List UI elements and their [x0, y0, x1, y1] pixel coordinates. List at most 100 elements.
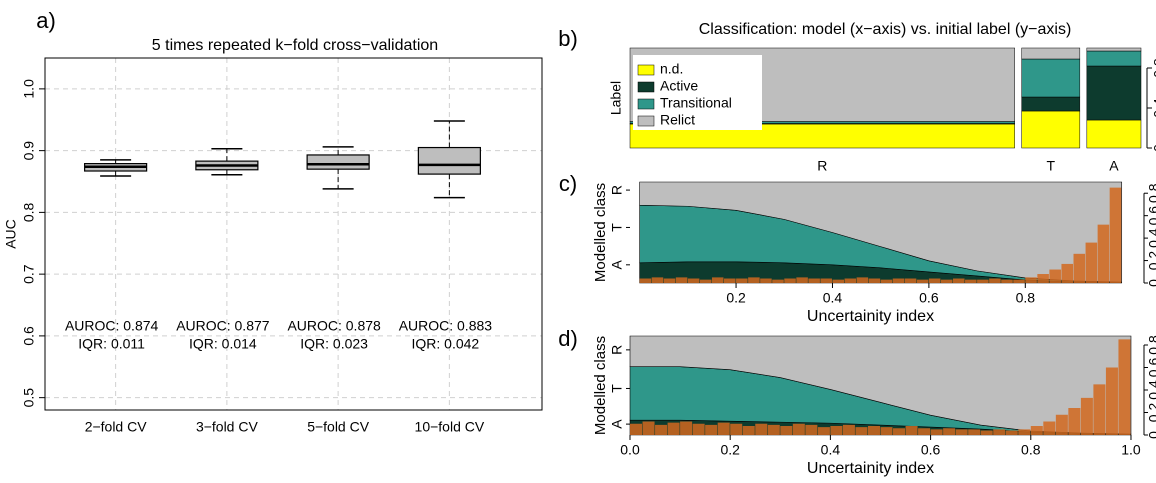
x-tick-label: 0.0: [620, 442, 640, 458]
mosaic-tile: [1021, 58, 1081, 98]
x-tick-label: 2−fold CV: [85, 419, 148, 435]
histogram-bar: [928, 278, 941, 283]
legend-label: Active: [660, 78, 698, 94]
histogram-bar: [1109, 187, 1122, 283]
y2-tick-label: 0.8: [1146, 183, 1156, 203]
histogram-bar: [805, 424, 818, 435]
mosaic-tile: [1086, 50, 1142, 67]
histogram-bar: [655, 424, 668, 435]
histogram-bar: [855, 427, 868, 435]
y-tick-label: 0: [1151, 144, 1156, 152]
histogram-bar: [717, 422, 730, 435]
legend-box: [633, 55, 762, 130]
histogram-bar: [832, 279, 845, 283]
x-tick-label: 0.4: [821, 442, 841, 458]
annotation: AUROC: 0.878: [287, 318, 381, 334]
histogram-bar: [880, 427, 893, 435]
y-tick-label: 0.9: [21, 141, 37, 161]
histogram-bar: [630, 423, 643, 435]
x-tick-label: 0.8: [1021, 442, 1041, 458]
x-tick-label: 3−fold CV: [196, 419, 259, 435]
histogram-bar: [767, 424, 780, 435]
histogram-bar: [651, 277, 664, 283]
panel-label: c): [559, 171, 577, 196]
histogram-bar: [780, 426, 793, 435]
legend-label: Transitional: [660, 95, 732, 111]
histogram-bar: [980, 430, 993, 435]
annotation: IQR: 0.014: [189, 336, 257, 352]
x-tick-label: T: [1046, 158, 1055, 174]
histogram-bar: [844, 278, 857, 283]
histogram-bar: [1118, 339, 1131, 435]
histogram-bar: [642, 421, 655, 435]
histogram-bar: [1105, 367, 1118, 435]
histogram-bar: [842, 424, 855, 435]
histogram-bar: [711, 277, 724, 283]
x-tick-label: 1.0: [1121, 442, 1141, 458]
legend-swatch: [637, 98, 655, 110]
x-tick-label: 5−fold CV: [307, 419, 370, 435]
histogram-bar: [1001, 279, 1013, 283]
x-tick-label: 0.6: [919, 290, 939, 306]
legend-swatch: [637, 115, 655, 127]
histogram-bar: [680, 421, 693, 435]
plot-frame: [44, 57, 543, 411]
histogram-bar: [639, 278, 652, 283]
annotation: AUROC: 0.877: [176, 318, 270, 334]
y2-tick-label: 0.8: [1146, 335, 1156, 355]
x-tick-label: R: [817, 158, 827, 174]
x-axis-label: Uncertainity index: [807, 460, 934, 477]
histogram-bar: [867, 426, 880, 435]
histogram-bar: [830, 426, 843, 435]
y2-tick-label: 0.6: [1146, 358, 1156, 378]
histogram-bar: [736, 278, 748, 283]
histogram-bar: [663, 278, 676, 283]
histogram-bar: [796, 277, 808, 283]
y-tick-label: A: [609, 259, 625, 269]
y-tick-label: T: [609, 384, 625, 393]
histogram-bar: [724, 278, 736, 283]
histogram-bar: [904, 278, 917, 283]
histogram-bar: [955, 429, 968, 435]
legend-swatch: [637, 81, 655, 93]
y2-tick-label: 0.4: [1146, 228, 1156, 248]
histogram-bar: [792, 423, 805, 435]
mosaic-tile: [1086, 65, 1142, 121]
y-tick-label: 0.4: [1151, 98, 1156, 118]
annotation: IQR: 0.023: [300, 336, 368, 352]
legend-swatch: [637, 64, 655, 76]
histogram-bar: [940, 279, 953, 283]
y-tick-label: 1.0: [21, 79, 37, 99]
histogram-bar: [930, 429, 943, 435]
box: [417, 146, 481, 175]
y2-tick-label: 0.4: [1146, 380, 1156, 400]
histogram-bar: [699, 279, 712, 283]
histogram-bar: [868, 278, 881, 283]
histogram-bar: [1068, 408, 1081, 435]
chart-title: Classification: model (x−axis) vs. initi…: [699, 21, 1072, 38]
histogram-bar: [1013, 279, 1025, 283]
panel-label: b): [558, 26, 578, 51]
annotation: IQR: 0.011: [78, 336, 145, 352]
histogram-bar: [820, 278, 832, 283]
histogram-bar: [675, 277, 688, 283]
histogram-bar: [808, 278, 820, 283]
histogram-bar: [1037, 274, 1049, 283]
x-axis-label: Uncertainity index: [807, 308, 934, 325]
histogram-bar: [1085, 242, 1098, 283]
x-tick-label: 0.4: [823, 290, 843, 306]
histogram-bar: [742, 426, 755, 435]
histogram-bar: [1030, 426, 1043, 435]
histogram-bar: [856, 277, 869, 283]
mosaic-tile: [1086, 119, 1142, 149]
histogram-bar: [1093, 384, 1106, 435]
mosaic-tile: [1021, 47, 1081, 60]
histogram-bar: [1043, 421, 1056, 435]
histogram-bar: [1073, 253, 1086, 283]
histogram-bar: [1061, 263, 1074, 283]
histogram-bar: [730, 423, 743, 435]
histogram-bar: [943, 428, 956, 435]
stacked-area: [639, 181, 1123, 283]
legend-label: Relict: [660, 112, 695, 128]
histogram-bar: [760, 278, 772, 283]
